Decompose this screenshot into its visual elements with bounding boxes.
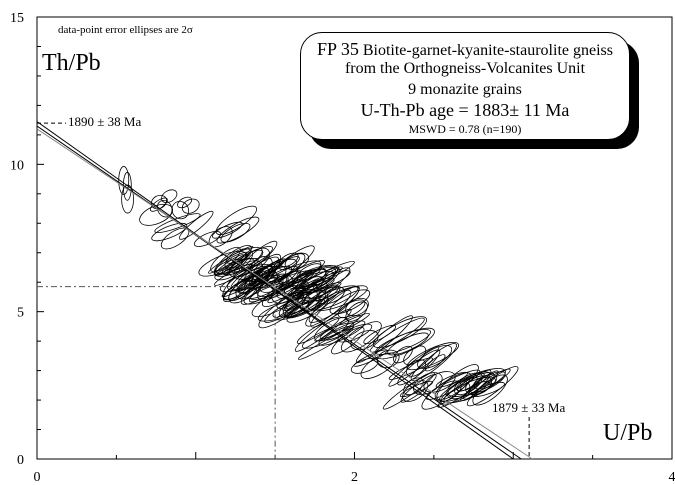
- error-ellipse: [288, 265, 339, 289]
- error-ellipse: [345, 301, 368, 322]
- error-ellipses: [118, 166, 519, 410]
- y-tick-label: 15: [10, 11, 24, 26]
- error-ellipse: [296, 263, 323, 281]
- error-ellipse: [276, 292, 302, 309]
- error-ellipse: [307, 285, 359, 311]
- regression-line: [36, 125, 522, 460]
- error-ellipse: [388, 346, 440, 387]
- y-tick-label: 10: [10, 158, 24, 173]
- error-ellipse: [393, 345, 413, 364]
- error-ellipse: [212, 221, 243, 239]
- grain-count: 9 monazite grains: [408, 80, 522, 98]
- sample-info-box: FP 35 Biotite-garnet-kyanite-staurolite …: [300, 32, 630, 140]
- guide-lines: [37, 122, 530, 459]
- u-pb-intercept-label: 1879 ± 33 Ma: [492, 400, 565, 415]
- error-ellipse: [177, 196, 193, 209]
- error-ellipse: [296, 317, 340, 344]
- error-ellipse: [314, 312, 370, 342]
- error-ellipse: [259, 260, 322, 293]
- error-ellipse: [425, 369, 481, 400]
- error-ellipse: [295, 268, 328, 294]
- error-ellipse: [319, 314, 361, 340]
- error-ellipse: [149, 197, 168, 212]
- error-ellipse: [456, 377, 480, 392]
- error-ellipse: [402, 380, 429, 402]
- error-ellipse: [118, 166, 130, 195]
- y-axis-title: Th/Pb: [42, 50, 101, 76]
- mswd-value: MSWD = 0.78 (n=190): [408, 121, 522, 136]
- error-ellipse: [435, 371, 468, 388]
- error-ellipse: [121, 184, 134, 214]
- tick-labels: 0 2 4 0 5 10 15: [10, 11, 675, 485]
- error-ellipse: [397, 349, 441, 386]
- error-ellipse: [235, 280, 257, 300]
- error-ellipse: [406, 341, 460, 371]
- error-ellipse: [216, 216, 260, 244]
- error-ellipse: [243, 258, 286, 288]
- error-ellipse: [363, 324, 397, 344]
- error-ellipse: [257, 273, 289, 302]
- error-ellipse: [271, 285, 297, 304]
- error-ellipse: [301, 322, 355, 349]
- error-ellipse: [154, 213, 201, 234]
- x-tick-label: 2: [351, 470, 358, 485]
- error-ellipse: [417, 345, 453, 369]
- error-ellipse: [372, 316, 428, 348]
- error-ellipse: [214, 247, 263, 277]
- y-tick-label: 0: [17, 453, 24, 468]
- error-ellipse: [151, 222, 188, 242]
- error-ellipse: [181, 198, 200, 214]
- error-ellipse: [178, 210, 214, 240]
- error-ellipse: [297, 327, 354, 360]
- error-ellipse: [424, 354, 446, 372]
- error-ellipse: [310, 286, 360, 328]
- x-tick-label: 4: [669, 470, 675, 485]
- regression-line: [36, 128, 533, 460]
- age-result: U-Th-Pb age = 1883± 11 Ma: [360, 100, 570, 121]
- y-tick-label: 5: [17, 306, 24, 321]
- error-ellipse: [318, 320, 366, 346]
- error-ellipse: [329, 289, 371, 315]
- error-ellipse: [220, 222, 251, 243]
- error-ellipse: [350, 330, 379, 351]
- error-ellipse: [308, 286, 360, 323]
- error-ellipse: [315, 286, 345, 305]
- x-axis-title: U/Pb: [603, 420, 652, 446]
- error-ellipse: [468, 381, 491, 395]
- error-ellipse: [223, 277, 255, 303]
- error-ellipse: [436, 364, 479, 401]
- error-ellipse: [331, 326, 365, 355]
- error-ellipse: [215, 205, 258, 235]
- error-ellipse: [284, 299, 309, 318]
- error-ellipse: [294, 308, 352, 352]
- error-ellipse: [139, 203, 173, 226]
- error-ellipse: [405, 359, 427, 377]
- error-ellipse: [400, 374, 437, 403]
- unit-name: from the Orthogneiss-Volcanites Unit: [344, 60, 586, 78]
- error-ellipse: [463, 370, 499, 400]
- error-ellipse: [314, 285, 368, 311]
- ellipse-note: data-point error ellipses are 2σ: [58, 24, 193, 36]
- error-ellipse: [413, 372, 443, 395]
- rock-name: Biotite-garnet-kyanite-staurolite gneiss: [362, 42, 613, 59]
- th-pb-intercept-label: 1890 ± 38 Ma: [68, 114, 141, 129]
- sample-id: FP 35: [316, 39, 359, 59]
- error-ellipse: [472, 374, 508, 406]
- x-tick-label: 0: [34, 470, 41, 485]
- error-ellipse: [312, 268, 341, 292]
